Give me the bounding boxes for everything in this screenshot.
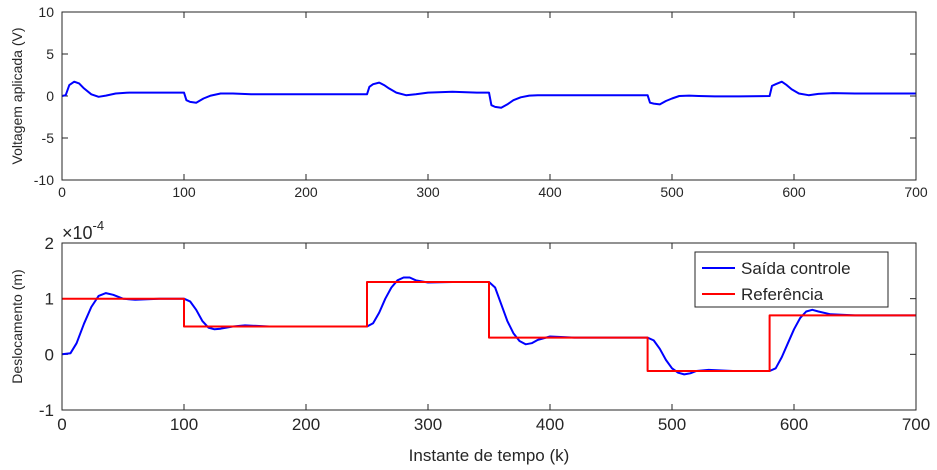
voltage-plot: 0 100 200 300 400 500 600 700 -10 -5 0 5 10 Voltagem…	[9, 4, 928, 200]
y-exponent-label: ×10-4	[62, 218, 104, 243]
x-tick-label: 400	[538, 184, 562, 200]
voltage-y-axis-label: Voltagem aplicada (V)	[9, 28, 25, 165]
x-tick-label: 100	[170, 415, 198, 434]
x-tick-label: 200	[294, 184, 318, 200]
x-tick-label: 300	[416, 184, 440, 200]
legend-label-referencia: Referência	[741, 285, 824, 304]
y-tick-label: -1	[39, 401, 54, 420]
x-tick-label: 500	[658, 415, 686, 434]
series-line-refer-ncia	[62, 281, 916, 372]
y-tick-label: 10	[38, 4, 54, 20]
displacement-y-axis-label: Deslocamento (m)	[9, 269, 25, 383]
y-tick-label: 2	[45, 234, 54, 253]
x-tick-label: 700	[904, 184, 928, 200]
voltage-ticks: 0 100 200 300 400 500 600 700 -10 -5 0 5 10	[34, 4, 928, 200]
y-exponent-power: -4	[93, 218, 105, 233]
y-tick-label: 0	[45, 345, 54, 364]
x-tick-label: 200	[292, 415, 320, 434]
x-tick-label: 400	[536, 415, 564, 434]
x-tick-label: 300	[414, 415, 442, 434]
x-tick-label: 700	[902, 415, 930, 434]
x-tick-label: 0	[57, 415, 66, 434]
voltage-series-lines	[61, 80, 916, 109]
legend-label-saida-controle: Saída controle	[741, 259, 851, 278]
y-exponent-base: ×10	[62, 223, 93, 243]
x-tick-label: 100	[172, 184, 196, 200]
x-tick-label: 600	[782, 184, 806, 200]
series-line	[61, 80, 916, 109]
legend: Saída controle Referência	[694, 251, 889, 308]
y-tick-label: 5	[46, 46, 54, 62]
displacement-axes-frame	[61, 242, 917, 411]
y-tick-label: 1	[45, 290, 54, 309]
x-tick-label: 500	[660, 184, 684, 200]
x-tick-label: 0	[58, 184, 66, 200]
displacement-x-axis-label: Instante de tempo (k)	[409, 446, 570, 465]
voltage-axes-frame	[61, 11, 917, 181]
y-tick-label: -10	[34, 172, 54, 188]
y-tick-label: -5	[42, 130, 55, 146]
legend-box	[694, 251, 889, 308]
x-tick-label: 600	[780, 415, 808, 434]
y-tick-label: 0	[46, 88, 54, 104]
displacement-series-lines	[61, 276, 916, 376]
